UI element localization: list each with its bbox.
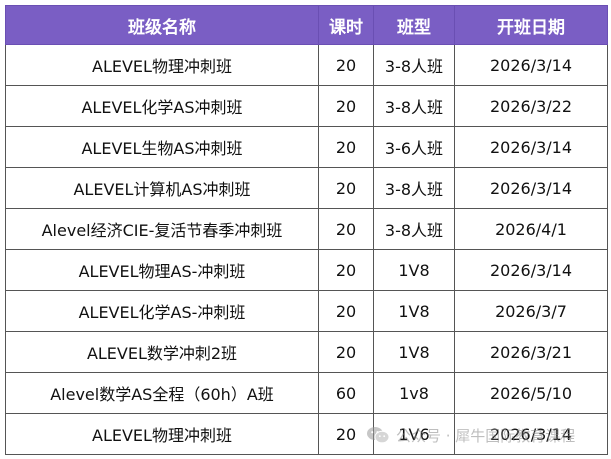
table-row: ALEVEL物理AS-冲刺班 20 1V8 2026/3/14 bbox=[5, 249, 608, 291]
cell-start-date: 2026/3/7 bbox=[454, 290, 608, 332]
table-row: ALEVEL物理冲刺班 20 1V6 2026/3/14 bbox=[5, 413, 608, 455]
cell-class-name: Alevel经济CIE-复活节春季冲刺班 bbox=[5, 208, 319, 250]
cell-class-type: 1V8 bbox=[373, 249, 455, 291]
cell-class-type: 3-8人班 bbox=[373, 167, 455, 209]
cell-class-name: ALEVEL数学冲刺2班 bbox=[5, 331, 319, 373]
table-row: Alevel经济CIE-复活节春季冲刺班 20 3-8人班 2026/4/1 bbox=[5, 208, 608, 250]
class-schedule-table: 班级名称 课时 班型 开班日期 ALEVEL物理冲刺班 20 3-8人班 2026/3… bbox=[5, 5, 608, 455]
cell-class-name: Alevel数学AS全程（60h）A班 bbox=[5, 372, 319, 414]
cell-class-name: ALEVEL生物AS冲刺班 bbox=[5, 126, 319, 168]
cell-hours: 20 bbox=[318, 249, 374, 291]
cell-hours: 20 bbox=[318, 85, 374, 127]
cell-hours: 20 bbox=[318, 126, 374, 168]
cell-hours: 60 bbox=[318, 372, 374, 414]
cell-start-date: 2026/3/22 bbox=[454, 85, 608, 127]
header-hours: 课时 bbox=[318, 5, 374, 45]
table-row: ALEVEL计算机AS冲刺班 20 3-8人班 2026/3/14 bbox=[5, 167, 608, 209]
cell-class-name: ALEVEL计算机AS冲刺班 bbox=[5, 167, 319, 209]
table-row: ALEVEL生物AS冲刺班 20 3-6人班 2026/3/14 bbox=[5, 126, 608, 168]
table-row: ALEVEL化学AS冲刺班 20 3-8人班 2026/3/22 bbox=[5, 85, 608, 127]
cell-start-date: 2026/5/10 bbox=[454, 372, 608, 414]
cell-class-type: 3-8人班 bbox=[373, 85, 455, 127]
cell-class-name: ALEVEL物理冲刺班 bbox=[5, 413, 319, 455]
cell-class-name: ALEVEL化学AS冲刺班 bbox=[5, 85, 319, 127]
header-class-name: 班级名称 bbox=[5, 5, 319, 45]
cell-hours: 20 bbox=[318, 44, 374, 86]
cell-start-date: 2026/3/21 bbox=[454, 331, 608, 373]
cell-class-type: 3-8人班 bbox=[373, 44, 455, 86]
cell-start-date: 2026/3/14 bbox=[454, 126, 608, 168]
table-row: ALEVEL数学冲刺2班 20 1V8 2026/3/21 bbox=[5, 331, 608, 373]
table-row: ALEVEL化学AS-冲刺班 20 1V8 2026/3/7 bbox=[5, 290, 608, 332]
cell-hours: 20 bbox=[318, 290, 374, 332]
header-class-type: 班型 bbox=[373, 5, 455, 45]
cell-class-name: ALEVEL物理AS-冲刺班 bbox=[5, 249, 319, 291]
table-header: 班级名称 课时 班型 开班日期 bbox=[5, 5, 608, 45]
cell-class-type: 3-6人班 bbox=[373, 126, 455, 168]
cell-start-date: 2026/3/14 bbox=[454, 249, 608, 291]
header-start-date: 开班日期 bbox=[454, 5, 608, 45]
table-body: ALEVEL物理冲刺班 20 3-8人班 2026/3/14 ALEVEL化学AS冲刺班… bbox=[5, 44, 608, 455]
cell-start-date: 2026/4/1 bbox=[454, 208, 608, 250]
cell-hours: 20 bbox=[318, 413, 374, 455]
cell-class-type: 1V8 bbox=[373, 290, 455, 332]
cell-hours: 20 bbox=[318, 331, 374, 373]
cell-hours: 20 bbox=[318, 167, 374, 209]
cell-start-date: 2026/3/14 bbox=[454, 44, 608, 86]
cell-hours: 20 bbox=[318, 208, 374, 250]
cell-class-type: 3-8人班 bbox=[373, 208, 455, 250]
cell-class-name: ALEVEL物理冲刺班 bbox=[5, 44, 319, 86]
table-row: ALEVEL物理冲刺班 20 3-8人班 2026/3/14 bbox=[5, 44, 608, 86]
cell-start-date: 2026/3/14 bbox=[454, 167, 608, 209]
cell-start-date: 2026/3/14 bbox=[454, 413, 608, 455]
table-row: Alevel数学AS全程（60h）A班 60 1v8 2026/5/10 bbox=[5, 372, 608, 414]
cell-class-name: ALEVEL化学AS-冲刺班 bbox=[5, 290, 319, 332]
header-row: 班级名称 课时 班型 开班日期 bbox=[5, 5, 608, 45]
cell-class-type: 1V8 bbox=[373, 331, 455, 373]
cell-class-type: 1v8 bbox=[373, 372, 455, 414]
cell-class-type: 1V6 bbox=[373, 413, 455, 455]
